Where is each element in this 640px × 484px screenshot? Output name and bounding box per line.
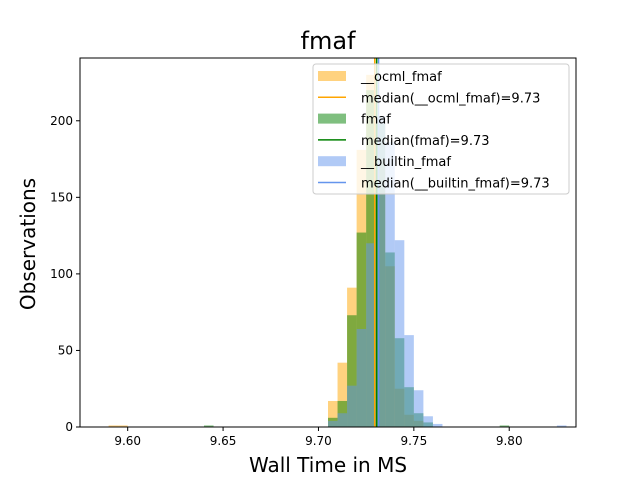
bars-layer — [108, 74, 567, 428]
legend-box — [312, 63, 570, 195]
y-tick-label: 100 — [50, 267, 73, 281]
x-tick-label: 9.60 — [114, 434, 141, 448]
legend-label-2: __builtin_fmaf — [360, 155, 451, 170]
bar-series-0-bin-3 — [337, 362, 348, 427]
bar-series-2-bin-7 — [394, 240, 405, 427]
y-axis-label: Observations — [16, 178, 40, 310]
legend-median-label-0: median(__ocml_fmaf)=9.73 — [361, 91, 540, 106]
y-tick-label: 200 — [50, 114, 73, 128]
legend-patch-0 — [318, 71, 346, 81]
chart-title: fmaf — [301, 27, 357, 55]
bar-series-2-bin-9 — [413, 390, 424, 427]
x-tick-label: 9.65 — [210, 434, 237, 448]
legend-label-1: fmaf — [361, 113, 391, 128]
bar-series-2-bin-2 — [347, 385, 357, 427]
bar-series-0-bin-0 — [108, 425, 119, 427]
legend-median-label-1: median(fmaf)=9.73 — [361, 134, 490, 149]
y-tick-label: 50 — [58, 343, 73, 357]
bar-series-2-bin-11 — [432, 423, 443, 427]
legend-patch-1 — [318, 113, 346, 124]
bar-series-2-bin-12 — [556, 425, 567, 427]
bar-series-0-bin-2 — [328, 400, 338, 427]
x-axis-label: Wall Time in MS — [249, 453, 407, 477]
bar-series-0-bin-1 — [118, 425, 128, 427]
x-tick-label: 9.80 — [496, 434, 523, 448]
y-axis: 0 50 100 150 200 — [50, 114, 80, 434]
legend-median-label-2: median(__builtin_fmaf)=9.73 — [361, 177, 550, 192]
bar-series-2-bin-3 — [356, 329, 367, 427]
bar-series-2-bin-10 — [423, 416, 433, 427]
bar-series-2-bin-1 — [337, 413, 348, 427]
bar-series-2-bin-4 — [366, 243, 376, 427]
x-tick-label: 9.75 — [400, 434, 427, 448]
bar-series-2-bin-5 — [375, 116, 386, 428]
bar-series-1-bin-3 — [347, 315, 357, 427]
bar-series-2-bin-8 — [404, 335, 414, 427]
legend-patch-2 — [318, 156, 346, 167]
x-axis: 9.60 9.65 9.70 9.75 9.80 — [114, 427, 523, 448]
bar-series-1-bin-12 — [499, 425, 510, 427]
legend-label-0: __ocml_fmaf — [360, 70, 442, 85]
bar-series-2-bin-6 — [385, 142, 395, 427]
y-tick-label: 0 — [65, 420, 73, 434]
y-tick-label: 150 — [50, 190, 73, 204]
bar-series-2-bin-0 — [328, 420, 338, 427]
x-tick-label: 9.70 — [305, 434, 332, 448]
plot-frame — [79, 57, 577, 428]
bar-series-1-bin-0 — [204, 425, 214, 427]
